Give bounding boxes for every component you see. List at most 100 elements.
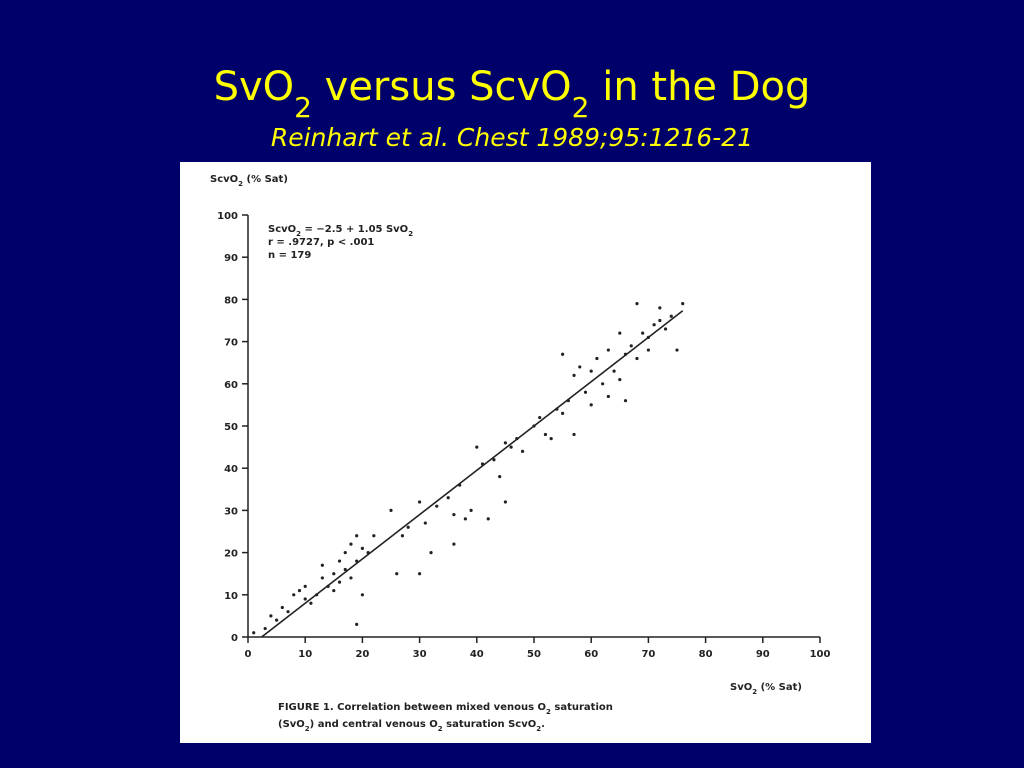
data-point: [675, 348, 679, 352]
slide-title: SvO2 versus ScvO2 in the Dog: [214, 64, 811, 124]
data-point: [623, 352, 628, 356]
y-tick-label: 40: [224, 464, 238, 475]
subscript: 2: [536, 725, 541, 733]
text-part: in the Dog: [590, 64, 811, 110]
data-point: [515, 437, 519, 441]
data-point: [275, 618, 279, 622]
data-point: [337, 559, 342, 563]
data-point: [372, 534, 376, 538]
subscript: 2: [438, 725, 443, 733]
x-tick-label: 60: [584, 649, 598, 660]
text-part: .: [541, 719, 545, 730]
data-point: [572, 432, 576, 437]
slide-subtitle: Reinhart et al. Chest 1989;95:1216-21: [271, 123, 753, 152]
annotation: ScvO2 = −2.5 + 1.05 SvO2: [268, 224, 413, 238]
annotation: r = .9727, p < .001: [268, 237, 374, 248]
data-point: [612, 369, 616, 373]
subscript: 2: [296, 230, 301, 238]
text-part: saturation ScvO: [443, 719, 537, 730]
data-point: [292, 593, 296, 597]
data-point: [303, 584, 307, 588]
x-tick-label: 10: [298, 649, 312, 660]
text-part: ScvO: [268, 224, 296, 235]
data-point: [452, 513, 456, 517]
data-point: [658, 318, 662, 323]
y-tick-label: 20: [224, 549, 238, 560]
data-point: [618, 331, 622, 335]
data-point: [360, 593, 364, 597]
x-axis-label: SvO2 (% Sat): [730, 682, 802, 696]
y-tick-label: 50: [224, 422, 238, 433]
text-part: (% Sat): [757, 682, 802, 693]
data-point: [652, 323, 656, 327]
data-point: [446, 496, 450, 500]
data-point: [669, 314, 673, 318]
data-point: [366, 551, 370, 555]
data-point: [349, 542, 353, 546]
y-tick-label: 60: [224, 380, 238, 391]
data-point: [601, 382, 605, 386]
subscript: 2: [408, 230, 413, 238]
data-point: [486, 517, 490, 521]
data-point: [269, 614, 273, 618]
data-point: [623, 399, 628, 403]
text-part: SvO: [214, 64, 295, 110]
text-part: = −2.5 + 1.05 SvO: [301, 224, 408, 235]
data-point: [423, 521, 427, 525]
regression-line: [261, 310, 684, 638]
data-point: [589, 403, 593, 407]
subscript: 2: [238, 180, 243, 188]
data-point: [492, 458, 496, 462]
subscript: 2: [305, 725, 310, 733]
data-point: [360, 546, 364, 550]
data-point: [663, 327, 668, 331]
data-point: [303, 597, 307, 601]
x-tick-label: 90: [756, 649, 770, 660]
data-point: [509, 445, 513, 449]
data-point: [349, 576, 353, 580]
data-point: [406, 525, 410, 529]
data-point: [606, 348, 610, 352]
data-point: [658, 306, 662, 310]
text-part: ) and central venous O: [310, 719, 438, 730]
data-point: [520, 449, 525, 453]
y-tick-label: 10: [224, 591, 238, 602]
data-point: [326, 584, 330, 588]
data-point: [418, 500, 422, 504]
data-point: [646, 335, 651, 339]
data-point: [589, 369, 593, 373]
x-tick-label: 100: [810, 649, 831, 660]
data-point: [337, 580, 342, 584]
data-point: [572, 373, 576, 377]
data-point: [400, 534, 405, 538]
data-point: [635, 356, 639, 361]
data-point: [355, 559, 359, 563]
data-point: [629, 344, 633, 348]
data-point: [532, 424, 536, 428]
data-point: [332, 572, 336, 576]
data-point: [355, 622, 359, 626]
text-part: (% Sat): [243, 174, 288, 185]
data-point: [280, 605, 284, 610]
data-point: [498, 475, 502, 479]
text-part: saturation: [551, 702, 613, 713]
caption: FIGURE 1. Correlation between mixed veno…: [278, 702, 613, 716]
text-part: r = .9727, p < .001: [268, 237, 374, 248]
subscript: 2: [752, 688, 757, 696]
data-point: [343, 551, 347, 555]
data-point: [343, 567, 347, 572]
data-point: [320, 576, 324, 580]
data-point: [429, 551, 433, 555]
data-point: [309, 601, 313, 605]
data-point: [332, 588, 336, 593]
y-tick-label: 80: [224, 295, 238, 306]
data-point: [549, 437, 553, 441]
x-tick-label: 50: [527, 649, 541, 660]
x-tick-label: 0: [245, 649, 252, 660]
text-part: SvO: [730, 682, 752, 693]
data-point: [503, 500, 507, 504]
data-point: [555, 407, 559, 411]
data-point: [286, 610, 290, 614]
